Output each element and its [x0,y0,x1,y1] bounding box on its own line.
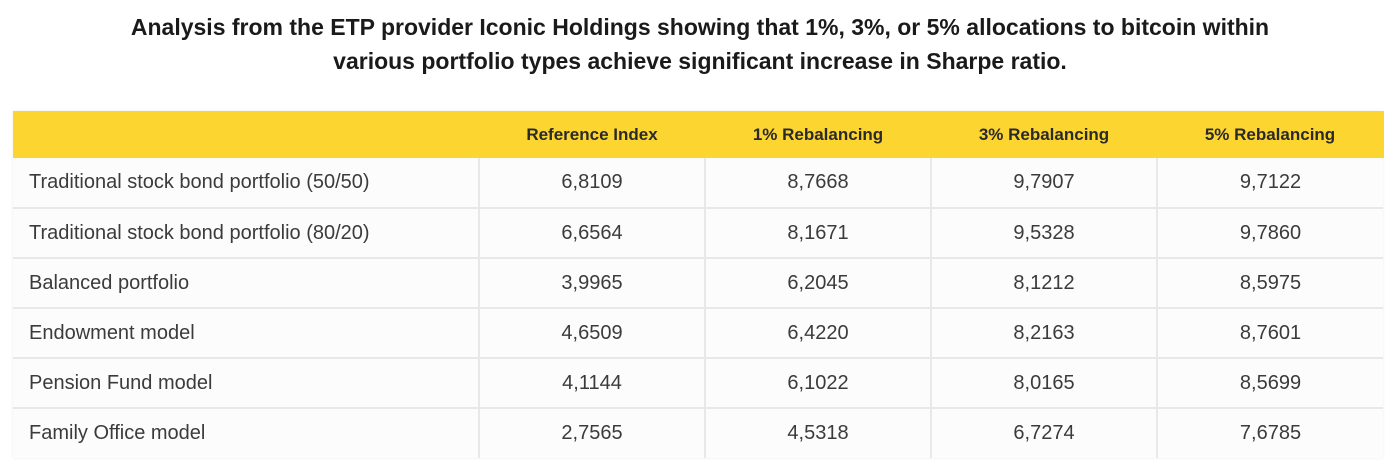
row-label: Pension Fund model [13,357,480,408]
table-cell: 6,1022 [705,357,932,408]
table-cell: 8,1671 [705,207,932,258]
table-cell: 8,1212 [931,257,1158,308]
table-row: Pension Fund model 4,1144 6,1022 8,0165 … [13,357,1383,408]
table-cell: 9,5328 [931,207,1158,258]
header-cell-5pct-rebalancing: 5% Rebalancing [1157,111,1384,158]
header-cell-blank [13,111,480,158]
header-cell-3pct-rebalancing: 3% Rebalancing [931,111,1158,158]
table-cell: 4,6509 [479,307,706,358]
table-cell: 4,1144 [479,357,706,408]
row-label: Family Office model [13,407,480,458]
row-label: Traditional stock bond portfolio (50/50) [13,158,480,208]
caption-line-1: Analysis from the ETP provider Iconic Ho… [130,14,1270,40]
row-label: Balanced portfolio [13,257,480,308]
header-cell-reference-index: Reference Index [479,111,706,158]
table-cell: 8,5699 [1157,357,1383,408]
table-cell: 8,5975 [1157,257,1383,308]
table-cell: 9,7907 [931,158,1158,208]
table-cell: 2,7565 [479,407,706,458]
table-row: Traditional stock bond portfolio (50/50)… [13,158,1383,208]
table-row: Endowment model 4,6509 6,4220 8,2163 8,7… [13,307,1383,358]
table-row: Traditional stock bond portfolio (80/20)… [13,207,1383,258]
figure-caption: Analysis from the ETP provider Iconic Ho… [0,10,1400,78]
table-cell: 8,7668 [705,158,932,208]
header-row: Reference Index 1% Rebalancing 3% Rebala… [13,111,1384,158]
table-row: Family Office model 2,7565 4,5318 6,7274… [13,407,1383,458]
table-cell: 6,7274 [931,407,1158,458]
row-label: Traditional stock bond portfolio (80/20) [13,207,480,258]
table-cell: 6,8109 [479,158,706,208]
table-cell: 9,7122 [1157,158,1383,208]
sharpe-ratio-table-container: Reference Index 1% Rebalancing 3% Rebala… [13,111,1384,458]
table-cell: 6,6564 [479,207,706,258]
table-cell: 4,5318 [705,407,932,458]
table-cell: 8,0165 [931,357,1158,408]
table-body: Traditional stock bond portfolio (50/50)… [13,158,1383,458]
table-cell: 9,7860 [1157,207,1383,258]
table-cell: 7,6785 [1157,407,1383,458]
sharpe-ratio-table: Reference Index 1% Rebalancing 3% Rebala… [13,111,1384,458]
table-cell: 6,4220 [705,307,932,358]
header-cell-1pct-rebalancing: 1% Rebalancing [705,111,932,158]
caption-line-2: various portfolio types achieve signific… [333,48,1067,74]
table-cell: 8,7601 [1157,307,1383,358]
row-label: Endowment model [13,307,480,358]
table-cell: 6,2045 [705,257,932,308]
table-cell: 3,9965 [479,257,706,308]
table-row: Balanced portfolio 3,9965 6,2045 8,1212 … [13,257,1383,308]
table-header: Reference Index 1% Rebalancing 3% Rebala… [13,111,1384,158]
table-cell: 8,2163 [931,307,1158,358]
